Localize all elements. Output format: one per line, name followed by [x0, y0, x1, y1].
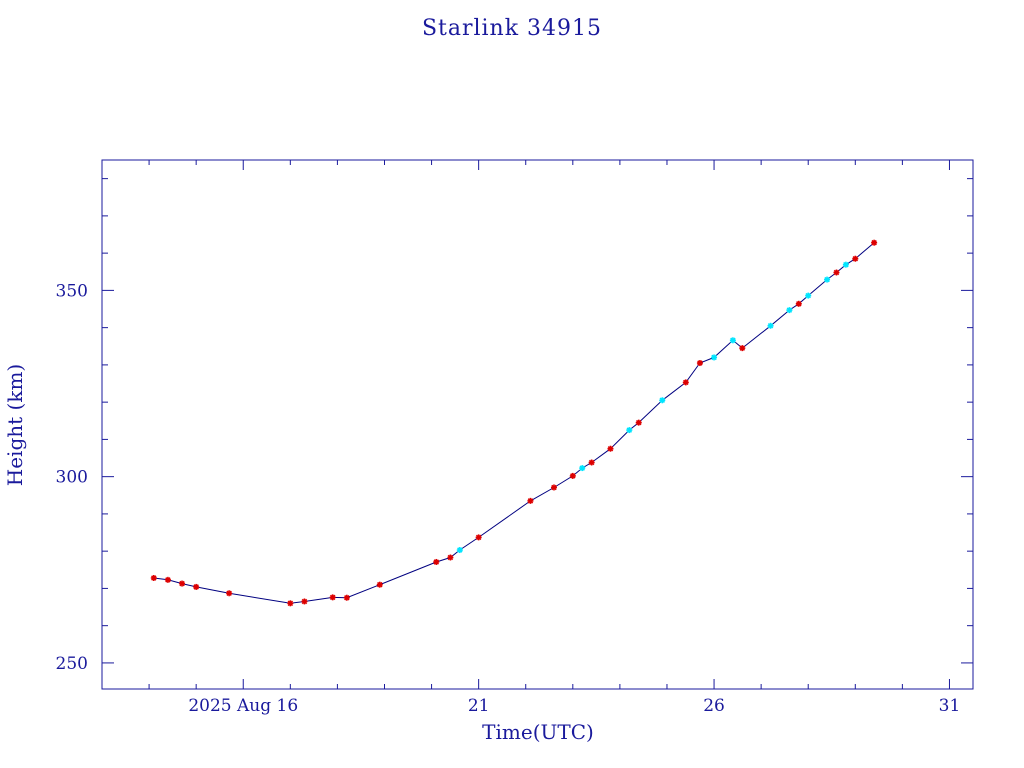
x-tick-label: 2025 Aug 16	[188, 696, 298, 716]
series-line	[153, 242, 875, 604]
data-point	[842, 261, 849, 268]
data-point	[343, 594, 350, 601]
y-tick-label: 300	[56, 468, 88, 488]
x-tick-label: 31	[939, 696, 961, 716]
data-point	[852, 255, 859, 262]
data-point	[711, 354, 718, 361]
data-point	[164, 576, 171, 583]
data-point	[805, 292, 812, 299]
axis-tick-labels: 2025 Aug 16 21 26 31 250 300 350	[56, 281, 961, 716]
data-point	[301, 598, 308, 605]
data-markers	[150, 239, 878, 607]
data-point	[226, 590, 233, 597]
plot-frame	[101, 159, 974, 690]
data-point	[550, 484, 557, 491]
data-point	[527, 497, 534, 504]
data-point	[456, 547, 463, 554]
data-point	[696, 360, 703, 367]
data-point	[179, 580, 186, 587]
data-point	[329, 594, 336, 601]
x-tick-label: 21	[468, 696, 490, 716]
chart-title: Starlink 34915	[421, 16, 603, 41]
data-point	[682, 379, 689, 386]
data-point	[659, 397, 666, 404]
data-point	[795, 300, 802, 307]
x-axis-label: Time(UTC)	[482, 720, 594, 744]
axis-ticks	[101, 160, 973, 689]
x-tick-label: 26	[703, 696, 725, 716]
data-point	[588, 459, 595, 466]
data-point	[626, 427, 633, 434]
data-point	[150, 574, 157, 581]
data-point	[739, 345, 746, 352]
data-point	[447, 554, 454, 561]
data-point	[607, 445, 614, 452]
data-point	[833, 269, 840, 276]
data-point	[475, 534, 482, 541]
y-tick-label: 250	[56, 654, 88, 674]
data-point	[729, 337, 736, 344]
data-point	[287, 600, 294, 607]
data-point	[433, 558, 440, 565]
data-point	[569, 472, 576, 479]
data-point	[871, 239, 878, 246]
data-point	[376, 581, 383, 588]
data-point	[635, 419, 642, 426]
data-point	[579, 465, 586, 472]
y-axis-label: Height (km)	[3, 364, 27, 486]
y-tick-label: 350	[56, 281, 88, 301]
data-point	[767, 322, 774, 329]
data-point	[824, 276, 831, 283]
data-point	[786, 307, 793, 314]
data-point	[193, 583, 200, 590]
